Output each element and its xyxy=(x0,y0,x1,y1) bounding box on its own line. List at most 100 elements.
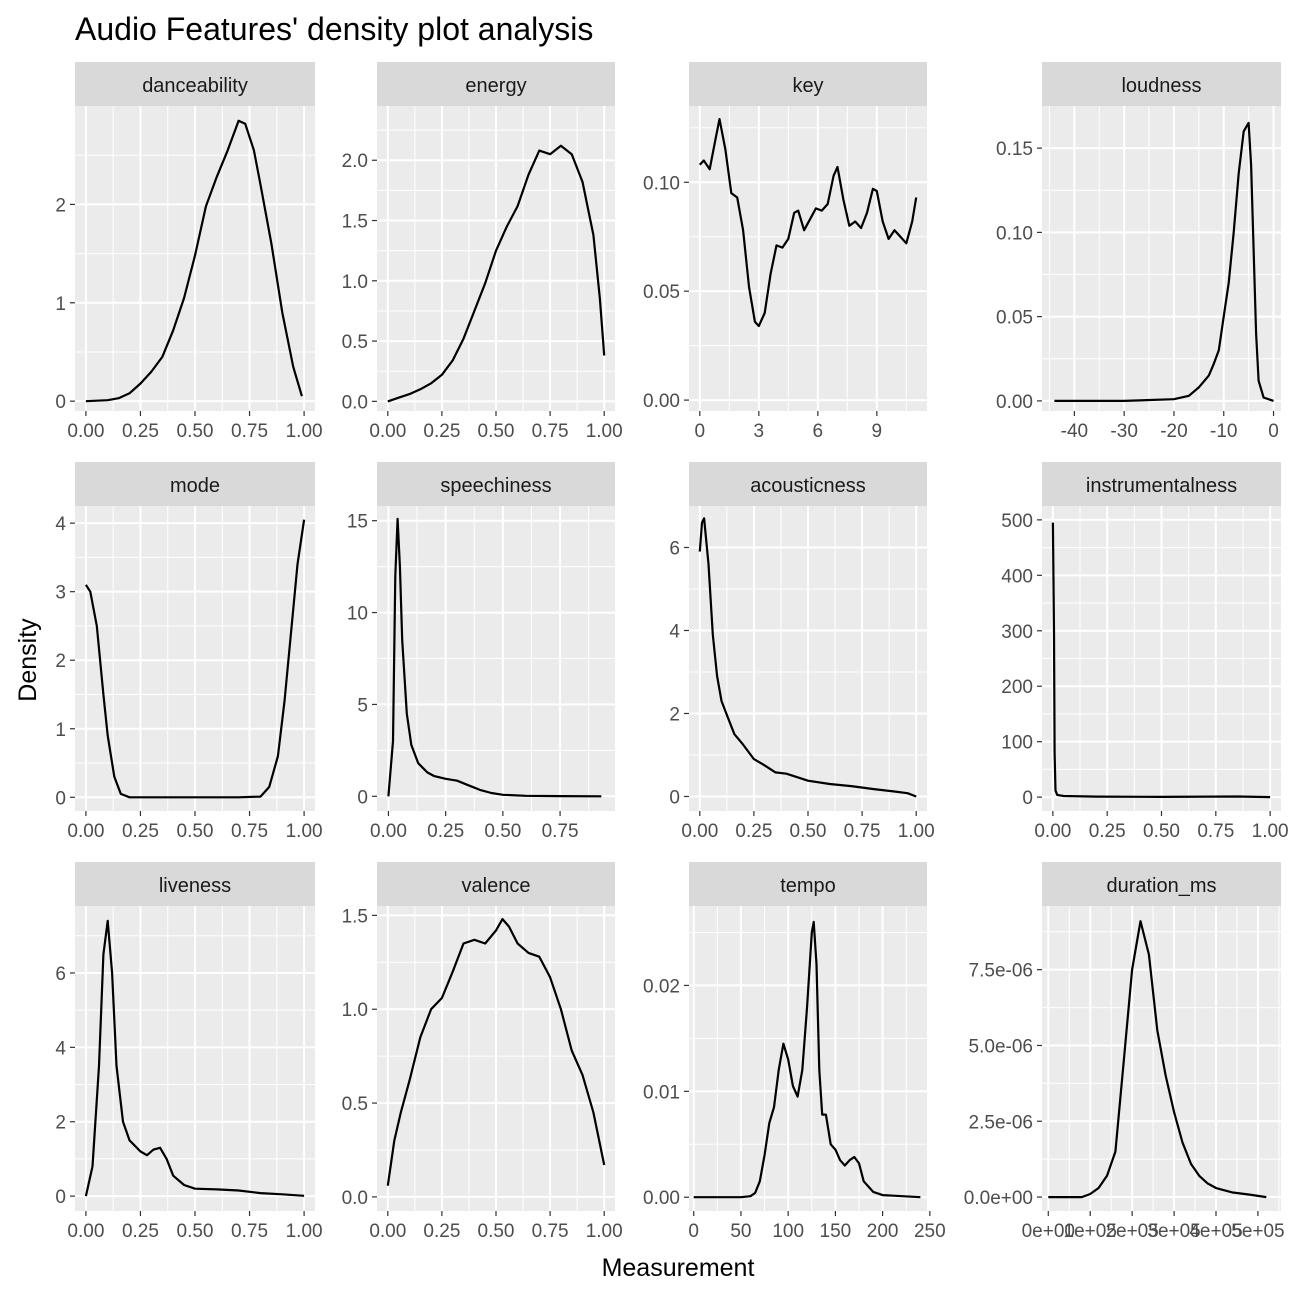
x-tick-label: 0.75 xyxy=(231,1221,268,1242)
y-tick-label: 1 xyxy=(55,294,66,315)
x-tick-label: 200 xyxy=(867,1221,899,1242)
y-tick-label: 0.5 xyxy=(342,332,368,353)
x-tick-label: -40 xyxy=(1061,421,1088,442)
x-tick-label: 0e+00 xyxy=(1022,1221,1075,1242)
strip-speechiness xyxy=(377,462,615,506)
y-tick-label: 0 xyxy=(1022,788,1033,809)
strip-label-loudness: loudness xyxy=(1121,75,1201,97)
x-tick-label: 0.00 xyxy=(681,821,718,842)
x-tick-label: 0.00 xyxy=(67,1221,104,1242)
y-tick-label: 3 xyxy=(55,583,66,604)
x-tick-label: -10 xyxy=(1210,421,1237,442)
strip-label-duration-ms: duration_ms xyxy=(1106,875,1216,897)
x-tick-label: 1.00 xyxy=(1252,821,1289,842)
x-tick-label: 0.75 xyxy=(542,821,579,842)
x-tick-label: 0.50 xyxy=(1143,821,1180,842)
y-tick-label: 0.00 xyxy=(643,391,680,412)
y-tick-label: 1.0 xyxy=(342,272,368,293)
facet-tempo: tempo 0 50 100 150 200 250 0.00 0.01 0.02 xyxy=(643,862,946,1242)
y-tick-label: 4 xyxy=(669,621,680,642)
strip-label-energy: energy xyxy=(465,75,526,97)
x-axis-title: Measurement xyxy=(602,1254,755,1282)
x-tick-label: 6 xyxy=(813,421,824,442)
y-tick-label: 0.00 xyxy=(643,1188,680,1209)
facet-loudness: loudness -40 -30 -20 -10 0 0.00 0.05 0.10 0.15 xyxy=(996,62,1281,442)
y-tick-label: 0.05 xyxy=(643,282,680,303)
x-tick-label: -20 xyxy=(1160,421,1187,442)
x-tick-label: 0.75 xyxy=(844,821,881,842)
strip-label-liveness: liveness xyxy=(159,875,231,897)
x-tick-label: 0.75 xyxy=(1197,821,1234,842)
x-tick-label: -30 xyxy=(1110,421,1137,442)
facet-acousticness: acousticness 0.00 0.25 0.50 0.75 1.00 0 2 4 6 xyxy=(669,462,935,842)
strip-acousticness xyxy=(689,462,927,506)
y-tick-label: 0.02 xyxy=(643,976,680,997)
x-tick-label: 1.00 xyxy=(286,821,323,842)
y-tick-label: 0.5 xyxy=(342,1094,368,1115)
density-line-loudness xyxy=(1054,121,1274,402)
density-line-valence xyxy=(386,918,606,1186)
density-line-energy xyxy=(387,144,606,403)
y-tick-label: 0.10 xyxy=(643,173,680,194)
y-tick-label: 500 xyxy=(1001,511,1033,532)
y-tick-label: 0 xyxy=(669,787,680,808)
x-tick-label: 9 xyxy=(872,421,883,442)
y-tick-label: 5 xyxy=(357,695,368,716)
y-tick-label: 0.0e+00 xyxy=(964,1188,1033,1209)
y-tick-label: 6 xyxy=(669,538,680,559)
y-tick-label: 4 xyxy=(55,514,66,535)
density-line-instrumentalness xyxy=(1051,522,1271,799)
panel-key xyxy=(689,106,927,411)
y-tick-label: 2.0 xyxy=(342,151,368,172)
x-tick-label: 1.00 xyxy=(286,1221,323,1242)
strip-instrumentalness xyxy=(1042,462,1281,506)
x-tick-label: 0.25 xyxy=(1089,821,1126,842)
strip-label-instrumentalness: instrumentalness xyxy=(1086,475,1237,497)
facet-energy: energy 0.00 0.25 0.50 0.75 1.00 0.0 0.5 1.0 1.5 2.… xyxy=(342,62,623,442)
x-tick-label: 0.25 xyxy=(423,1221,460,1242)
y-tick-label: 7.5e-06 xyxy=(969,961,1033,982)
y-tick-label: 6 xyxy=(55,964,66,985)
y-tick-label: 1 xyxy=(55,720,66,741)
y-tick-label: 300 xyxy=(1001,622,1033,643)
x-tick-label: 1e+05 xyxy=(1064,1221,1117,1242)
density-line-speechiness xyxy=(387,517,602,798)
density-line-duration-ms xyxy=(1048,920,1267,1199)
x-tick-label: 100 xyxy=(772,1221,804,1242)
facet-valence: valence 0.00 0.25 0.50 0.75 1.00 0.0 0.5 1.0 1.5 xyxy=(342,862,623,1242)
strip-key xyxy=(689,62,927,106)
strip-duration-ms xyxy=(1042,862,1281,906)
x-tick-label: 0.25 xyxy=(427,821,464,842)
x-tick-label: 0.50 xyxy=(177,821,214,842)
chart-title: Audio Features' density plot analysis xyxy=(75,11,593,47)
y-tick-label: 0 xyxy=(55,1187,66,1208)
y-tick-label: 100 xyxy=(1001,733,1033,754)
x-tick-label: 0.50 xyxy=(177,421,214,442)
y-tick-label: 2 xyxy=(55,195,66,216)
y-tick-label: 2 xyxy=(55,1113,66,1134)
strip-liveness xyxy=(75,862,315,906)
panel-loudness xyxy=(1042,106,1281,411)
x-tick-label: 0.50 xyxy=(790,821,827,842)
y-tick-label: 4 xyxy=(55,1038,66,1059)
x-tick-label: 0.50 xyxy=(177,1221,214,1242)
x-tick-label: 4e+05 xyxy=(1189,1221,1242,1242)
facet-liveness: liveness 0.00 0.25 0.50 0.75 1.00 0 2 4 6 xyxy=(55,862,323,1242)
density-line-liveness xyxy=(84,919,305,1197)
x-tick-label: 0.00 xyxy=(369,421,406,442)
y-tick-label: 0.01 xyxy=(643,1082,680,1103)
density-line-tempo xyxy=(693,920,921,1199)
strip-valence xyxy=(377,862,615,906)
y-tick-label: 1.5 xyxy=(342,212,368,233)
strip-label-valence: valence xyxy=(462,875,531,897)
x-tick-label: 0 xyxy=(1268,421,1279,442)
strip-mode xyxy=(75,462,315,506)
x-tick-label: 3 xyxy=(754,421,765,442)
x-tick-label: 5e+05 xyxy=(1231,1221,1284,1242)
x-tick-label: 0.00 xyxy=(370,821,407,842)
x-tick-label: 1.00 xyxy=(286,421,323,442)
y-tick-label: 0.05 xyxy=(996,308,1033,329)
y-tick-label: 200 xyxy=(1001,677,1033,698)
